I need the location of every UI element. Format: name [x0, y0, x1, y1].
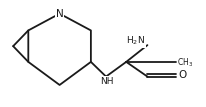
- Text: H$_2$N: H$_2$N: [126, 35, 145, 47]
- Text: CH$_3$: CH$_3$: [177, 57, 193, 69]
- Text: NH: NH: [100, 77, 114, 86]
- Text: N: N: [56, 9, 63, 19]
- Text: O: O: [179, 70, 187, 80]
